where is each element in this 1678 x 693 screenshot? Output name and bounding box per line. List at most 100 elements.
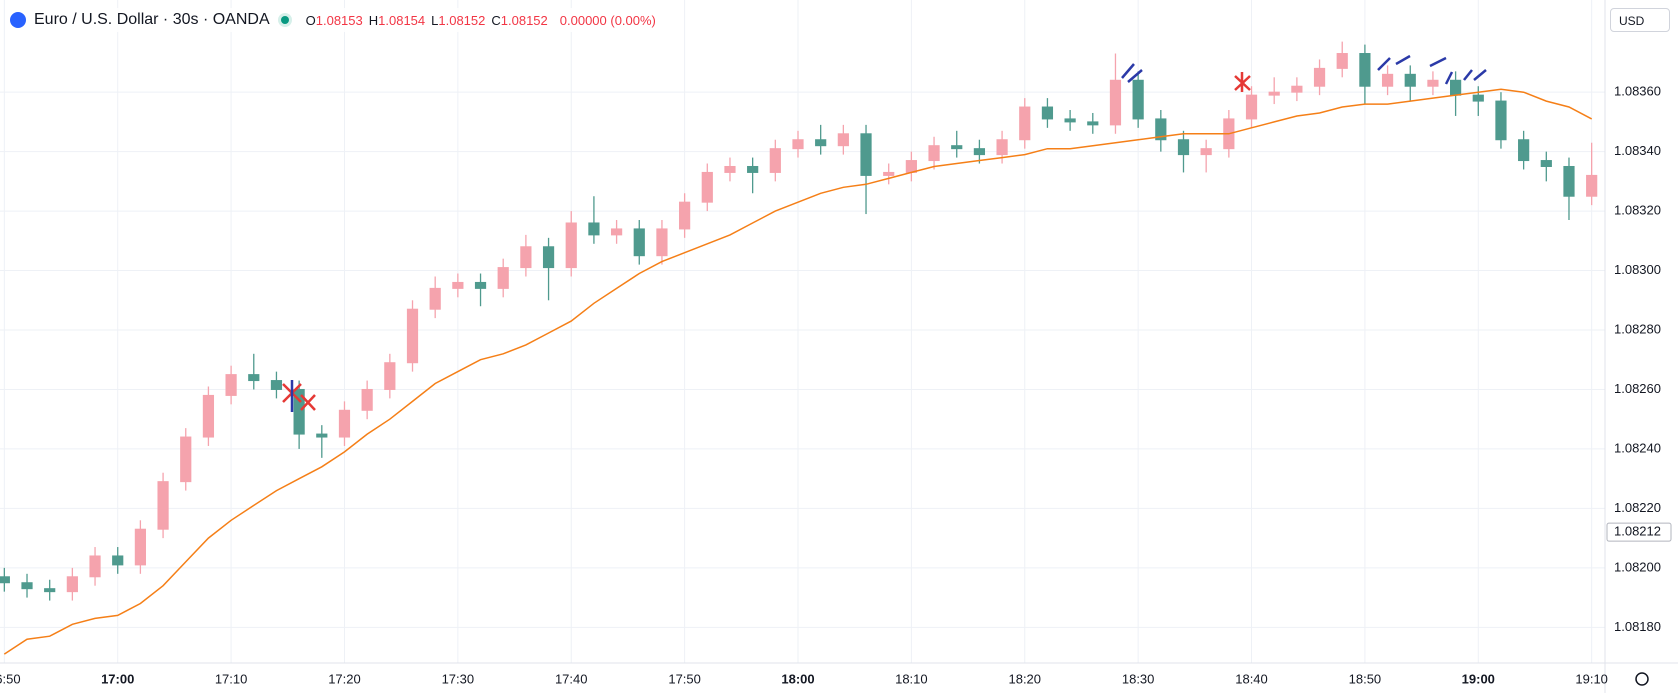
y-tick-label: 1.08280 [1614, 321, 1661, 336]
x-tick-label: 18:40 [1235, 671, 1268, 686]
symbol-icon [10, 12, 26, 28]
ohlc-value: 1.08153 [315, 12, 363, 28]
ohlc: O1.08153 H1.08154 L1.08152 C1.08152 [306, 13, 554, 28]
candle-body [1336, 53, 1348, 69]
candle-body [270, 380, 283, 390]
candle-body [1563, 165, 1575, 197]
candle-body [1200, 148, 1212, 156]
candle-body [134, 528, 146, 566]
y-tick-label: 1.08300 [1614, 262, 1661, 277]
last-price-label: 1.08212 [1614, 524, 1661, 539]
candle-body [837, 133, 849, 147]
y-tick-label: 1.08200 [1614, 559, 1661, 574]
x-tick-label: 18:50 [1349, 671, 1382, 686]
x-tick-label: 18:10 [895, 671, 928, 686]
candle-body [474, 281, 487, 289]
y-tick-label: 1.08240 [1614, 440, 1661, 455]
candle-body [905, 160, 917, 173]
candle-body [89, 555, 101, 578]
candle-body [21, 582, 33, 590]
candle-body [1472, 94, 1484, 102]
ohlc-label: O [305, 12, 316, 28]
x-tick-label: 17:40 [555, 671, 588, 686]
candle-body [656, 228, 668, 257]
drawing-line [1121, 63, 1143, 83]
y-tick-label: 1.08320 [1614, 203, 1661, 218]
candle-body [610, 228, 623, 236]
candle-body [588, 222, 600, 236]
last-price-box [1606, 522, 1672, 542]
candle-body [1586, 174, 1598, 197]
ohlc-label: C [491, 12, 501, 28]
candle-body [384, 362, 396, 390]
candle-body [180, 436, 192, 483]
candle-body [202, 394, 215, 438]
candle-body [996, 139, 1008, 156]
candle-body [769, 148, 781, 173]
candle-body [361, 388, 373, 411]
candle-body [293, 388, 305, 435]
candle-body [973, 148, 986, 156]
ohlc-label: L [431, 12, 439, 28]
candle-body [928, 145, 940, 162]
currency-button[interactable]: USD [1610, 8, 1670, 32]
candle-body [1427, 79, 1439, 87]
symbol: Euro / U.S. Dollar · 30s · OANDA [34, 11, 270, 28]
candle-body [1087, 121, 1099, 126]
candle-body [406, 308, 419, 364]
x-tick-label: 16:50 [0, 671, 21, 686]
candle-body [860, 133, 872, 176]
candle-body [1245, 94, 1258, 120]
candle-body [1313, 67, 1326, 87]
candle-body [497, 267, 509, 289]
candle-body [1291, 85, 1303, 93]
legend: Euro / U.S. Dollar · 30s · OANDA O1.0815… [8, 8, 656, 32]
x-tick-label: 19:00 [1462, 671, 1495, 686]
candle-body [452, 281, 464, 289]
candle-body [1177, 139, 1190, 156]
ohlc-value: 1.08152 [438, 12, 486, 28]
x-tick-label: 18:20 [1008, 671, 1041, 686]
candle-body [316, 433, 328, 438]
candle-body [792, 139, 804, 150]
candle-body [44, 588, 56, 593]
ohlc-label: H [368, 12, 379, 28]
y-tick-label: 1.08260 [1614, 381, 1661, 396]
x-tick-label: 18:00 [781, 671, 814, 686]
candle-body [1404, 73, 1416, 87]
candle-body [1064, 118, 1076, 123]
x-tick-label: 17:10 [215, 671, 248, 686]
moving-average [3, 88, 1593, 655]
candle-body [429, 287, 441, 310]
drawing-line [1377, 54, 1487, 85]
candle-body [1540, 160, 1552, 167]
candle-body [701, 171, 713, 203]
candle-body [815, 139, 827, 147]
candle-body [542, 246, 555, 269]
candle-body [1359, 53, 1371, 87]
candle-body [225, 374, 237, 396]
settings-icon[interactable] [1635, 672, 1649, 686]
candle-body [338, 409, 351, 438]
candle-body [1268, 91, 1280, 96]
candle-body [1155, 118, 1167, 141]
candle-body [0, 576, 10, 584]
candle-body [951, 145, 963, 150]
ohlc-value: 1.08152 [500, 12, 548, 28]
x-tick-label: 18:30 [1122, 671, 1155, 686]
x-tick-label: 17:50 [668, 671, 701, 686]
candle-body [1019, 106, 1031, 141]
ohlc-value: 1.08154 [378, 12, 426, 28]
x-tick-label: 17:00 [101, 671, 134, 686]
x-tick-label: 17:20 [328, 671, 361, 686]
candle-body [1041, 106, 1054, 120]
candle-body [157, 481, 169, 530]
candle-body [565, 222, 577, 269]
drawing-cross [300, 394, 316, 411]
candle-body [883, 171, 895, 176]
candle-body [112, 555, 124, 566]
drawings [282, 54, 1487, 412]
y-tick-label: 1.08340 [1614, 143, 1661, 158]
change: 0.00000 (0.00%) [559, 12, 656, 28]
